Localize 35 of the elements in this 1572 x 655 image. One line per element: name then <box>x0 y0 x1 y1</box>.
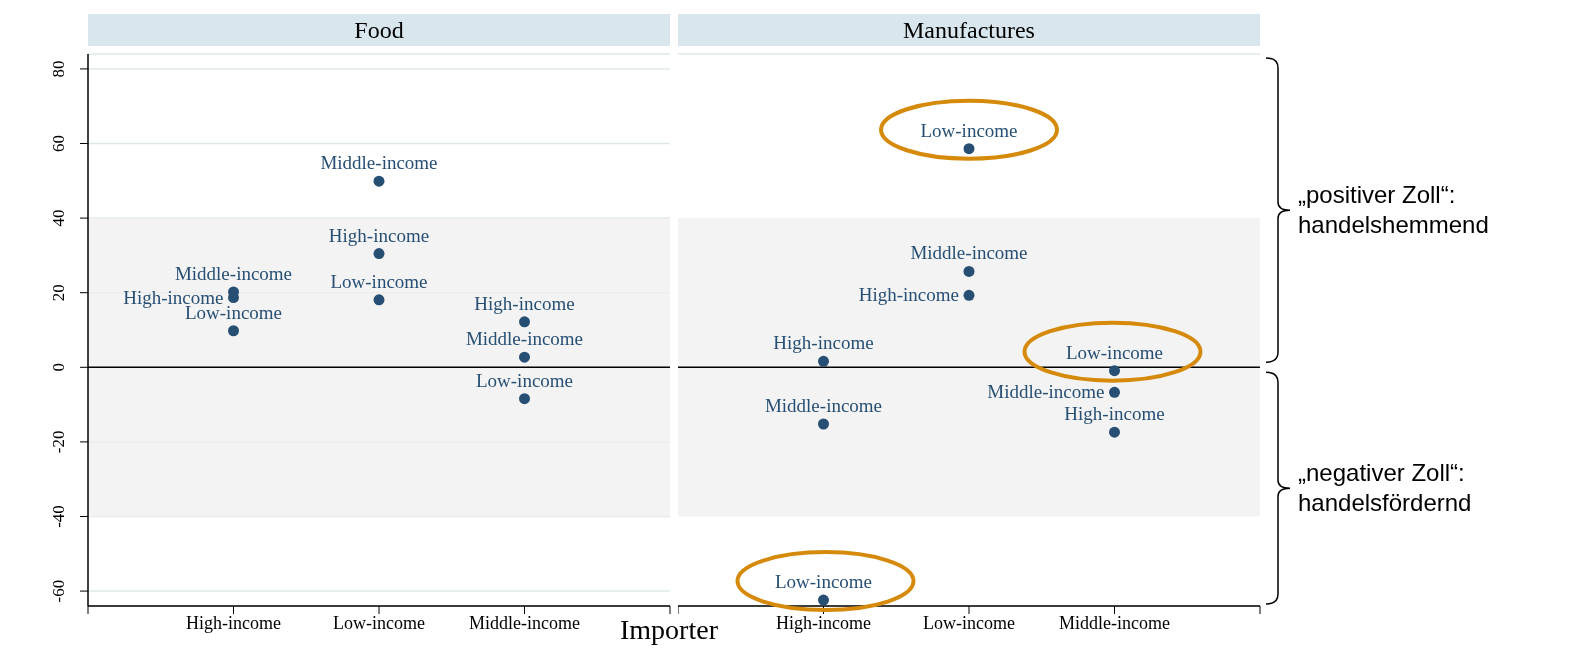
text: Low-income <box>330 270 428 292</box>
text: „positiver Zoll“: handelshemmend <box>1298 180 1490 241</box>
x-tick-label: Middle-income <box>1059 612 1170 633</box>
chart-title: Food <box>88 14 670 46</box>
text: High-income <box>328 224 430 246</box>
x-tick-label: Middle-income <box>469 612 580 633</box>
y-tick-label: -60 <box>49 579 68 603</box>
text: Low-income <box>1065 341 1164 363</box>
chart-title: Manufactures <box>678 14 1260 46</box>
text: Middle-income <box>764 394 883 416</box>
text: High-income <box>474 292 575 314</box>
series-label: Middle-income <box>987 381 1105 403</box>
y-tick-label: 80 <box>49 60 68 78</box>
x-tick-label: Low-income <box>923 612 1015 633</box>
text: Middle-income <box>910 242 1028 264</box>
y-tick-label: 60 <box>49 135 68 153</box>
text: Middle-income <box>320 152 438 174</box>
y-tick-label: 0 <box>49 363 68 372</box>
text: Low-income <box>920 119 1018 141</box>
x-tick-label: High-income <box>776 612 871 633</box>
series-label: High-income <box>858 284 959 306</box>
text: Low-income <box>475 369 574 391</box>
y-tick-label: -20 <box>49 430 68 454</box>
x-tick-label: Low-income <box>333 612 425 633</box>
text: High-income <box>1064 403 1165 425</box>
text: „negativer Zoll“: handelsfördernd <box>1298 458 1473 519</box>
y-tick-label: 20 <box>49 284 68 302</box>
series-label: Low-income <box>774 571 873 593</box>
text: High-income <box>773 332 874 354</box>
series-label: Middle-income <box>174 262 293 284</box>
y-tick-label: 40 <box>49 209 68 227</box>
text: Middle-income <box>465 328 584 350</box>
y-tick-label: -40 <box>49 505 68 528</box>
x-axis-title: Importer <box>620 614 718 646</box>
x-tick-label: High-income <box>186 612 281 633</box>
